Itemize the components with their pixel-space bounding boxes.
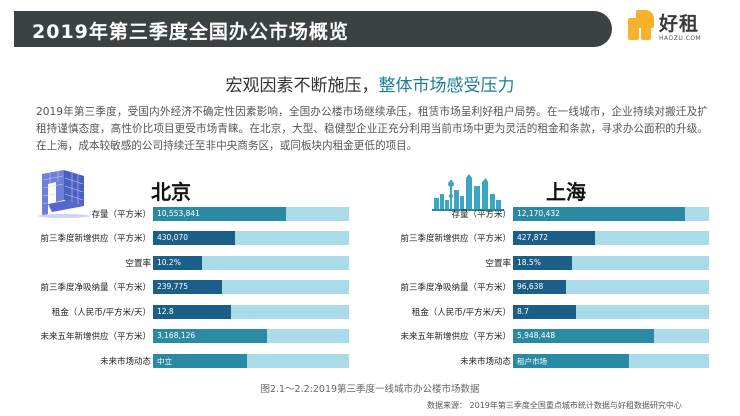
table-row: 未来市场动态 租户市场 (380, 354, 730, 370)
bar-track: 3,168,126 (153, 329, 349, 343)
row-label: 存量（平方米） (91, 210, 151, 220)
row-label: 租金（人民币/平方米/天） (51, 308, 151, 318)
shanghai-panel: 上海 存量（平方米） 12,170,432 前三季度新增供应（平方米） 427,… (380, 174, 730, 384)
bar-value: 239,775 (157, 282, 189, 291)
bar-fill: 18.5% (513, 256, 572, 270)
bar-value: 427,872 (517, 233, 549, 242)
table-row: 未来市场动态 中立 (20, 354, 370, 370)
row-label: 存量（平方米） (451, 210, 511, 220)
row-label: 前三季度净吸纳量（平方米） (400, 283, 511, 293)
table-row: 租金（人民币/平方米/天） 8.7 (380, 305, 730, 321)
beijing-panel: 北京 存量（平方米） 10,553,841 前三季度新增供应（平方米） 430,… (20, 170, 370, 384)
row-label: 空置率 (485, 259, 511, 269)
header: 2019年第三季度全国办公市场概览 好租 HAOZU.COM (0, 0, 740, 54)
bar-value: 中立 (157, 357, 172, 366)
bar-value: 租户市场 (517, 357, 547, 366)
logo-domain: HAOZU.COM (659, 35, 702, 42)
bar-fill: 239,775 (153, 280, 222, 294)
bar-track: 8.7 (513, 305, 709, 319)
data-source: 数据来源： 2019年第三季度全国重点城市统计数据与好租数据研究中心 (427, 401, 682, 410)
logo-icon (628, 10, 654, 40)
row-label: 前三季度新增供应（平方米） (400, 234, 511, 244)
bar-value: 430,070 (157, 233, 189, 242)
section-subtitle: 宏观因素不断施压，整体市场感受压力 (0, 71, 740, 96)
bar-fill: 5,948,448 (513, 329, 655, 343)
bar-value: 5,948,448 (517, 331, 556, 340)
page-title: 2019年第三季度全国办公市场概览 (32, 21, 349, 43)
table-row: 空置率 18.5% (380, 256, 730, 272)
shanghai-skyline-icon (432, 174, 504, 211)
bar-track: 10.2% (153, 256, 349, 270)
row-label: 未来市场动态 (99, 357, 151, 367)
bar-fill: 10,553,841 (153, 207, 287, 221)
bar-track: 12.8 (153, 305, 349, 319)
bar-fill: 12,170,432 (513, 207, 686, 221)
brand-logo: 好租 HAOZU.COM (628, 10, 728, 48)
bar-fill: 租户市场 (513, 354, 629, 368)
table-row: 存量（平方米） 12,170,432 (380, 207, 730, 223)
row-label: 空置率 (125, 259, 151, 269)
bar-value: 96,638 (517, 282, 544, 291)
bar-track: 5,948,448 (513, 329, 709, 343)
bar-fill: 96,638 (513, 280, 566, 294)
bar-value: 18.5% (517, 258, 541, 267)
bar-value: 10,553,841 (157, 209, 200, 218)
cctv-building-icon (38, 170, 90, 218)
table-row: 租金（人民币/平方米/天） 12.8 (20, 305, 370, 321)
subtitle-part1: 宏观因素不断施压， (225, 76, 379, 96)
figure-caption: 图2.1～2.2:2019第三季度一线城市办公楼市场数据 (260, 384, 480, 395)
bar-value: 12,170,432 (517, 209, 560, 218)
bar-fill: 8.7 (513, 305, 576, 319)
summary-paragraph: 2019年第三季度，受国内外经济不确定性因素影响，全国办公楼市场继续承压，租赁市… (36, 106, 708, 152)
bar-value: 3,168,126 (157, 331, 196, 340)
row-label: 未来市场动态 (459, 357, 511, 367)
bar-track: 12,170,432 (513, 207, 709, 221)
bar-track: 430,070 (153, 231, 349, 245)
table-row: 前三季度净吸纳量（平方米） 239,775 (20, 280, 370, 296)
bar-track: 18.5% (513, 256, 709, 270)
subtitle-part2: 整体市场感受压力 (378, 76, 515, 96)
bar-track: 租户市场 (513, 354, 709, 368)
bar-track: 239,775 (153, 280, 349, 294)
row-label: 前三季度新增供应（平方米） (40, 234, 151, 244)
city-name-beijing: 北京 (151, 180, 191, 204)
bar-fill: 3,168,126 (153, 329, 267, 343)
row-label: 未来五年新增供应（平方米） (40, 332, 151, 342)
logo-text: 好租 (659, 13, 700, 35)
bar-value: 12.8 (157, 307, 174, 316)
city-name-shanghai: 上海 (546, 180, 586, 204)
bar-value: 10.2% (157, 258, 181, 267)
table-row: 未来五年新增供应（平方米） 5,948,448 (380, 329, 730, 345)
bar-track: 中立 (153, 354, 349, 368)
bar-fill: 430,070 (153, 231, 236, 245)
bar-fill: 10.2% (153, 256, 202, 270)
bar-fill: 中立 (153, 354, 248, 368)
table-row: 前三季度净吸纳量（平方米） 96,638 (380, 280, 730, 296)
bar-fill: 427,872 (513, 231, 596, 245)
table-row: 空置率 10.2% (20, 256, 370, 272)
table-row: 存量（平方米） 10,553,841 (20, 207, 370, 223)
bar-fill: 12.8 (153, 305, 232, 319)
table-row: 前三季度新增供应（平方米） 427,872 (380, 231, 730, 247)
table-row: 未来五年新增供应（平方米） 3,168,126 (20, 329, 370, 345)
bar-track: 10,553,841 (153, 207, 349, 221)
table-row: 前三季度新增供应（平方米） 430,070 (20, 231, 370, 247)
row-label: 租金（人民币/平方米/天） (411, 308, 511, 318)
bar-track: 427,872 (513, 231, 709, 245)
bar-track: 96,638 (513, 280, 709, 294)
row-label: 未来五年新增供应（平方米） (400, 332, 511, 342)
title-bar: 2019年第三季度全国办公市场概览 (14, 11, 612, 47)
row-label: 前三季度净吸纳量（平方米） (40, 283, 151, 293)
bar-value: 8.7 (517, 307, 529, 316)
